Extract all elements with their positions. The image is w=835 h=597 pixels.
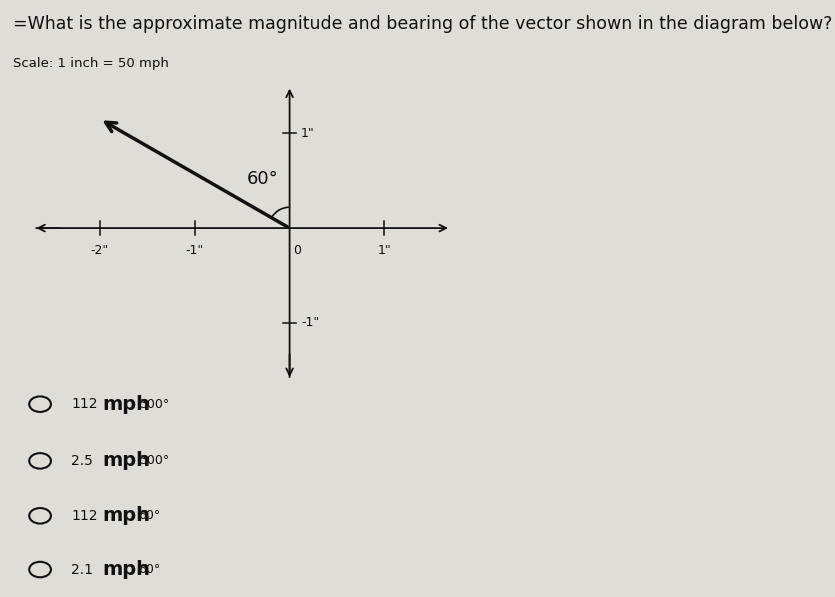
Text: 60°: 60° [247,170,279,187]
Text: 300°: 300° [139,398,169,411]
Text: 1": 1" [301,127,315,140]
Text: -1": -1" [185,244,204,257]
Text: 60°: 60° [139,563,161,576]
Text: 60°: 60° [139,509,161,522]
Text: mph: mph [103,395,150,414]
Text: 2.1: 2.1 [71,562,93,577]
Text: mph: mph [103,506,150,525]
Text: mph: mph [103,560,150,579]
Text: =What is the approximate magnitude and bearing of the vector shown in the diagra: =What is the approximate magnitude and b… [13,15,832,33]
Text: mph: mph [103,451,150,470]
Text: 2.5: 2.5 [71,454,93,468]
Text: 0: 0 [293,244,301,257]
Text: Scale: 1 inch = 50 mph: Scale: 1 inch = 50 mph [13,57,169,70]
Text: 112: 112 [71,397,98,411]
Text: -1": -1" [301,316,319,330]
Text: -2": -2" [91,244,109,257]
Text: 300°: 300° [139,454,169,467]
Text: 1": 1" [377,244,392,257]
Text: 112: 112 [71,509,98,523]
